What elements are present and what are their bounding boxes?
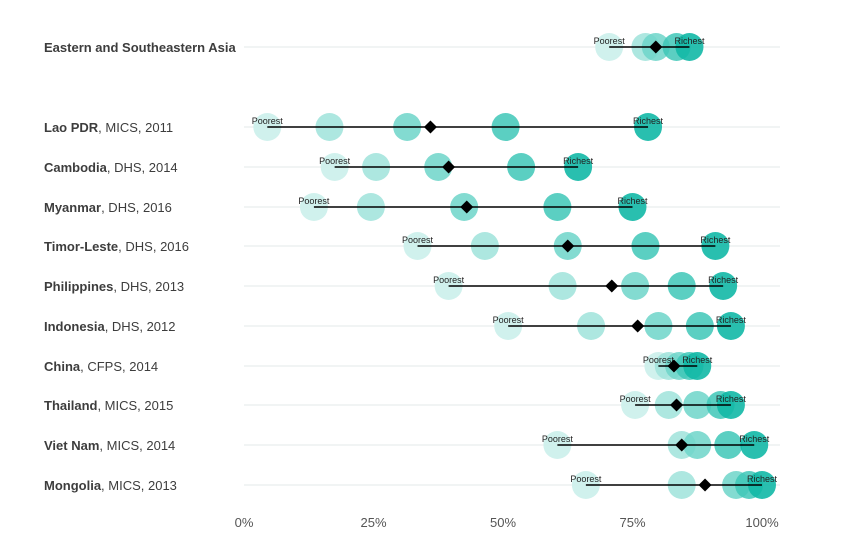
- richest-label: Richest: [716, 315, 747, 325]
- row-marks: Poorest Richest: [433, 272, 739, 300]
- poorest-label: Poorest: [402, 235, 434, 245]
- survey-source: , DHS, 2012: [105, 319, 176, 334]
- richest-label: Richest: [563, 156, 594, 166]
- grid-lines: [244, 46, 780, 486]
- average-marker: [605, 279, 619, 293]
- country-name: Timor-Leste: [44, 239, 118, 254]
- country-name: Indonesia: [44, 319, 105, 334]
- poorest-label: Poorest: [493, 315, 525, 325]
- row-marks: Poorest Richest: [493, 312, 747, 340]
- richest-label: Richest: [700, 235, 731, 245]
- row-marks: Poorest Richest: [643, 352, 713, 380]
- country-name: Viet Nam: [44, 438, 99, 453]
- row-label: Indonesia, DHS, 2012: [44, 319, 176, 334]
- survey-source: , MICS, 2015: [97, 398, 173, 413]
- average-marker: [675, 438, 689, 452]
- row-marks: Poorest Richest: [252, 113, 664, 141]
- richest-label: Richest: [708, 275, 739, 285]
- row-label: Lao PDR, MICS, 2011: [44, 120, 173, 135]
- row-label: Eastern and Southeastern Asia: [44, 40, 236, 55]
- x-tick-label: 50%: [490, 515, 516, 530]
- x-axis: 0% 25% 50% 75% 100%: [235, 515, 779, 530]
- row-marks: Poorest Richest: [594, 33, 705, 61]
- row-label: Timor-Leste, DHS, 2016: [44, 239, 189, 254]
- richest-label: Richest: [682, 355, 713, 365]
- country-name: Mongolia: [44, 478, 102, 493]
- poorest-label: Poorest: [542, 434, 574, 444]
- x-tick-label: 25%: [360, 515, 386, 530]
- row-label: Philippines, DHS, 2013: [44, 279, 184, 294]
- survey-source: , CFPS, 2014: [80, 359, 158, 374]
- row-label: China, CFPS, 2014: [44, 359, 158, 374]
- average-marker: [670, 398, 684, 412]
- row-marks: Poorest Richest: [319, 153, 594, 181]
- richest-label: Richest: [674, 36, 705, 46]
- poorest-label: Poorest: [298, 196, 330, 206]
- row-marks: Poorest Richest: [298, 193, 648, 221]
- data-marks: Poorest Richest Poorest Richest Poorest Riche…: [252, 33, 778, 499]
- row-marks: Poorest Richest: [402, 232, 731, 260]
- x-tick-label: 0%: [235, 515, 254, 530]
- row-label: Thailand, MICS, 2015: [44, 398, 173, 413]
- x-tick-label: 75%: [619, 515, 645, 530]
- richest-label: Richest: [633, 116, 664, 126]
- country-name: Eastern and Southeastern Asia: [44, 40, 236, 55]
- richest-label: Richest: [617, 196, 648, 206]
- country-name: Lao PDR: [44, 120, 99, 135]
- country-name: Philippines: [44, 279, 113, 294]
- row-label: Cambodia, DHS, 2014: [44, 160, 178, 175]
- average-marker: [561, 239, 575, 253]
- average-marker: [460, 200, 474, 214]
- country-name: Cambodia: [44, 160, 108, 175]
- average-marker: [698, 478, 712, 492]
- average-marker: [631, 319, 645, 333]
- survey-source: , DHS, 2016: [118, 239, 189, 254]
- poorest-label: Poorest: [620, 394, 652, 404]
- survey-source: , MICS, 2014: [99, 438, 175, 453]
- richest-label: Richest: [739, 434, 770, 444]
- average-marker: [423, 120, 437, 134]
- poorest-label: Poorest: [643, 355, 675, 365]
- poorest-label: Poorest: [252, 116, 284, 126]
- average-marker: [667, 359, 681, 373]
- survey-source: , MICS, 2011: [98, 120, 173, 135]
- average-marker: [649, 40, 663, 54]
- richest-label: Richest: [747, 474, 778, 484]
- poorest-label: Poorest: [433, 275, 465, 285]
- row-label: Mongolia, MICS, 2013: [44, 478, 177, 493]
- row-marks: Poorest Richest: [570, 471, 778, 499]
- survey-source: , DHS, 2014: [107, 160, 178, 175]
- country-name: Thailand: [44, 398, 98, 413]
- survey-source: , DHS, 2013: [113, 279, 184, 294]
- survey-source: , DHS, 2016: [101, 200, 172, 215]
- x-tick-label: 100%: [745, 515, 779, 530]
- row-marks: Poorest Richest: [542, 431, 770, 459]
- poorest-label: Poorest: [570, 474, 602, 484]
- row-label: Viet Nam, MICS, 2014: [44, 438, 175, 453]
- row-marks: Poorest Richest: [620, 391, 747, 419]
- country-name: Myanmar: [44, 200, 101, 215]
- row-label: Myanmar, DHS, 2016: [44, 200, 172, 215]
- poorest-label: Poorest: [319, 156, 351, 166]
- country-name: China: [44, 359, 81, 374]
- poorest-label: Poorest: [594, 36, 626, 46]
- average-marker: [442, 160, 456, 174]
- richest-label: Richest: [716, 394, 747, 404]
- survey-source: , MICS, 2013: [101, 478, 177, 493]
